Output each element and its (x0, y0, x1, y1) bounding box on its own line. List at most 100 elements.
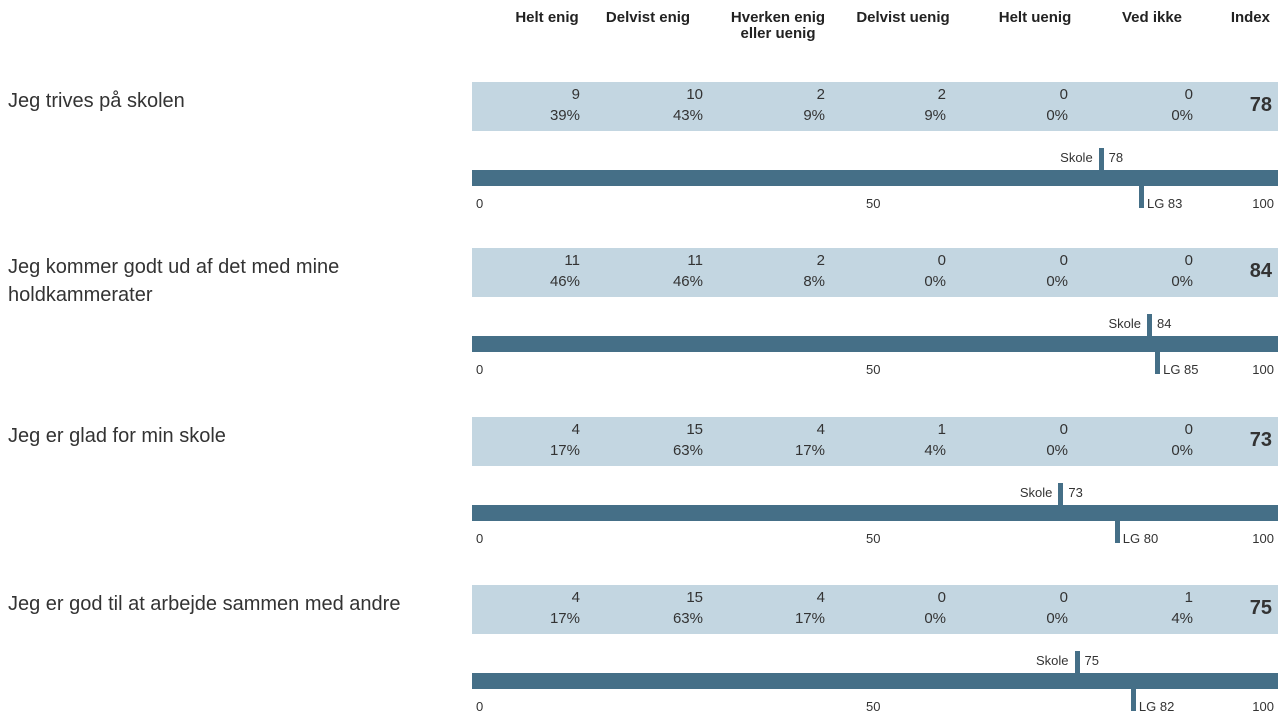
response-percent: 43% (672, 107, 703, 124)
response-percent: 9% (924, 107, 946, 124)
question-label: Jeg kommer godt ud af det med mine holdk… (8, 256, 340, 306)
header-delvist-uenig: Delvist uenig (856, 9, 950, 26)
table-row: 11 46% 11 46% 2 8% 0 0% 0 0% 0 0% 84 (472, 248, 1278, 297)
gauge-bar (472, 170, 1278, 186)
response-count: 4 (816, 421, 825, 438)
index-gauge: Skole 73 LG 80 0 50 100 (472, 483, 1278, 553)
response-count: 4 (571, 589, 580, 606)
response-percent: 4% (924, 442, 946, 459)
response-percent: 17% (549, 442, 580, 459)
tick-label-0: 0 (476, 362, 484, 377)
table-row: 4 17% 15 63% 4 17% 1 4% 0 0% 0 0% 73 (472, 417, 1278, 466)
response-cell: 0 0% (948, 419, 1068, 461)
response-count: 0 (1184, 252, 1193, 269)
lg-label: LG 85 (1163, 362, 1199, 377)
response-count: 0 (1059, 252, 1068, 269)
school-value-label: 78 (1108, 150, 1124, 165)
gauge-bar (472, 673, 1278, 689)
response-count: 0 (1059, 421, 1068, 438)
response-cell: 0 0% (1073, 84, 1193, 126)
header-hverken: Hverken enig eller uenig (730, 9, 826, 42)
response-count: 1 (937, 421, 946, 438)
tick-label-100: 100 (1252, 362, 1274, 377)
gauge-bar (472, 336, 1278, 352)
lg-marker (1114, 521, 1120, 543)
response-cell: 0 0% (826, 250, 946, 292)
response-cell: 4 17% (460, 587, 580, 629)
response-count: 0 (937, 589, 946, 606)
index-value: 75 (1249, 597, 1272, 619)
response-percent: 0% (1046, 610, 1068, 627)
response-count: 2 (816, 252, 825, 269)
tick-label-50: 50 (866, 699, 881, 714)
tick-label-100: 100 (1252, 699, 1274, 714)
question-label: Jeg trives på skolen (8, 90, 185, 112)
response-cell: 0 0% (1073, 250, 1193, 292)
response-cell: 15 63% (583, 587, 703, 629)
tick-label-50: 50 (866, 531, 881, 546)
question-label: Jeg er god til at arbejde sammen med and… (8, 593, 401, 615)
index-value: 73 (1249, 429, 1272, 451)
tick-label-0: 0 (476, 699, 484, 714)
response-percent: 0% (1171, 442, 1193, 459)
response-percent: 0% (1046, 442, 1068, 459)
response-cell: 11 46% (583, 250, 703, 292)
response-cell: 2 9% (705, 84, 825, 126)
lg-marker (1130, 689, 1136, 711)
header-delvist-enig: Delvist enig (605, 9, 691, 26)
response-cell: 0 0% (948, 84, 1068, 126)
response-cell: 4 17% (705, 419, 825, 461)
response-count: 11 (687, 252, 703, 269)
response-percent: 0% (1171, 107, 1193, 124)
response-count: 10 (686, 86, 703, 103)
response-cell: 4 17% (705, 587, 825, 629)
lg-marker (1155, 352, 1161, 374)
school-value-label: 84 (1157, 316, 1172, 331)
lg-marker (1138, 186, 1144, 208)
tick-label-0: 0 (476, 196, 484, 211)
response-cell: 10 43% (583, 84, 703, 126)
index-gauge: Skole 78 LG 83 0 50 100 (472, 148, 1278, 218)
question-label: Jeg er glad for min skole (8, 425, 226, 447)
response-cell: 0 0% (1073, 419, 1193, 461)
school-label: Skole (1019, 485, 1053, 500)
school-label: Skole (1060, 150, 1093, 165)
index-value: 84 (1249, 260, 1272, 282)
table-row: 9 39% 10 43% 2 9% 2 9% 0 0% 0 0% 78 (472, 82, 1278, 131)
response-cell: 0 0% (948, 250, 1068, 292)
response-percent: 0% (1171, 273, 1193, 290)
lg-label: LG 80 (1122, 531, 1159, 546)
lg-label: LG 82 (1138, 699, 1175, 714)
tick-label-0: 0 (476, 531, 484, 546)
response-percent: 0% (924, 273, 946, 290)
index-value: 78 (1249, 94, 1272, 116)
response-count: 0 (937, 252, 946, 269)
response-percent: 8% (803, 273, 825, 290)
response-count: 2 (816, 86, 825, 103)
response-cell: 2 8% (705, 250, 825, 292)
gauge-bar (472, 505, 1278, 521)
response-count: 1 (1184, 589, 1193, 606)
school-value-label: 75 (1084, 653, 1099, 668)
response-percent: 63% (672, 610, 703, 627)
response-count: 11 (564, 252, 580, 269)
school-value-label: 73 (1068, 485, 1083, 500)
response-count: 0 (1059, 589, 1068, 606)
response-percent: 9% (803, 107, 825, 124)
response-count: 2 (937, 86, 946, 103)
response-percent: 0% (924, 610, 946, 627)
response-percent: 17% (549, 610, 580, 627)
tick-label-100: 100 (1252, 196, 1274, 211)
school-marker (1074, 651, 1080, 673)
response-count: 4 (816, 589, 825, 606)
response-percent: 39% (549, 107, 580, 124)
lg-label: LG 83 (1146, 196, 1183, 211)
header-helt-uenig: Helt uenig (998, 9, 1072, 26)
response-percent: 0% (1046, 107, 1068, 124)
header-helt-enig: Helt enig (515, 9, 579, 26)
response-count: 15 (686, 421, 703, 438)
response-count: 9 (571, 86, 580, 103)
response-cell: 1 4% (826, 419, 946, 461)
tick-label-50: 50 (866, 196, 881, 211)
response-percent: 46% (672, 273, 703, 290)
